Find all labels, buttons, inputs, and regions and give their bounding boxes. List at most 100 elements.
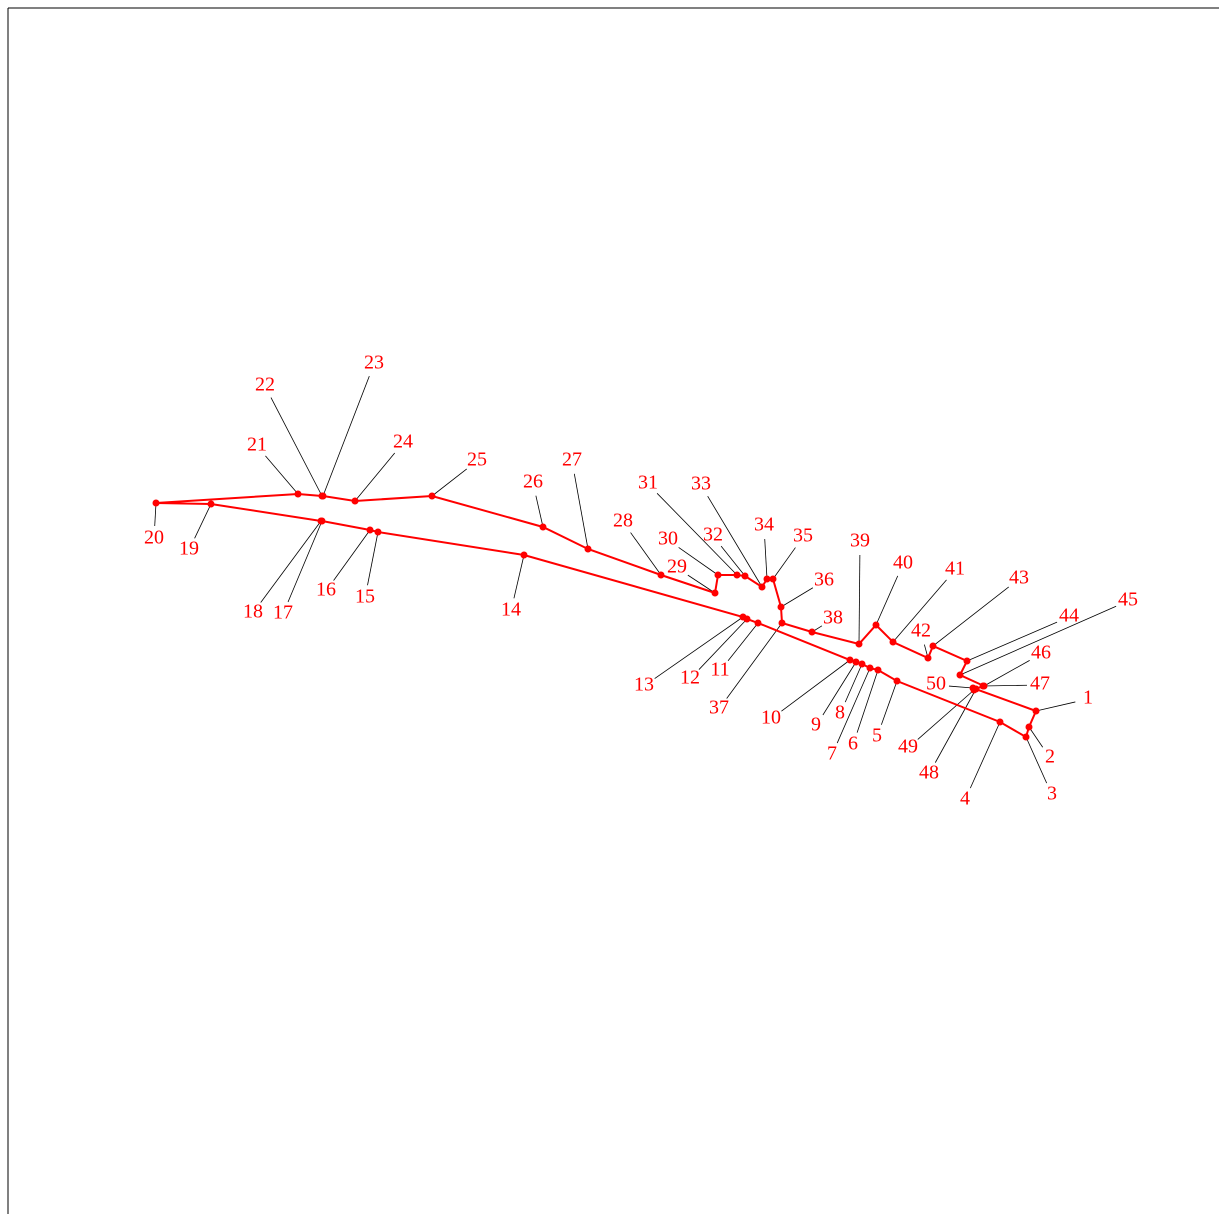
vertex-label-17: 17 <box>273 602 293 624</box>
leader-line-13 <box>654 616 744 679</box>
leader-line-26 <box>535 495 544 528</box>
vertex-point-39 <box>855 640 863 648</box>
vertex-point-14 <box>520 551 528 559</box>
leader-line-14 <box>513 554 525 599</box>
vertex-label-28: 28 <box>613 510 633 532</box>
leader-line-16 <box>333 529 371 581</box>
vertex-point-13 <box>739 613 747 621</box>
vertex-point-15 <box>374 528 382 536</box>
vertex-point-26 <box>539 523 547 531</box>
vertex-label-46: 46 <box>1031 642 1051 664</box>
vertex-point-8 <box>858 660 866 668</box>
leader-line-18 <box>260 520 322 603</box>
leader-line-48 <box>934 688 977 763</box>
vertex-point-18 <box>317 517 325 525</box>
vertex-label-21: 21 <box>247 434 267 456</box>
vertex-point-37 <box>778 619 786 627</box>
leader-line-5 <box>880 680 898 725</box>
leader-line-49 <box>917 689 975 740</box>
vertex-point-7 <box>866 664 874 672</box>
vertex-point-27 <box>584 545 592 553</box>
vertex-label-42: 42 <box>911 620 931 642</box>
leader-line-46 <box>983 660 1030 687</box>
leader-line-44 <box>966 621 1058 662</box>
vertex-point-2 <box>1025 723 1033 731</box>
vertex-point-24 <box>351 497 359 505</box>
leader-line-39 <box>858 554 861 645</box>
vertex-label-40: 40 <box>893 552 913 574</box>
leader-line-40 <box>875 575 899 626</box>
vertex-label-49: 49 <box>898 736 918 758</box>
leader-line-29 <box>687 574 716 594</box>
leader-line-33 <box>707 495 763 588</box>
vertex-point-6 <box>874 666 882 674</box>
leader-line-15 <box>367 531 379 586</box>
vertex-label-41: 41 <box>945 558 965 580</box>
vertex-label-45: 45 <box>1118 589 1138 611</box>
vertex-label-31: 31 <box>638 472 658 494</box>
vertex-label-2: 2 <box>1045 746 1055 768</box>
vertex-point-29 <box>711 589 719 597</box>
vertex-label-47: 47 <box>1030 673 1050 695</box>
vertex-point-30 <box>714 571 722 579</box>
vertex-label-6: 6 <box>848 733 858 755</box>
vertex-point-47 <box>979 682 987 690</box>
leader-line-3 <box>1025 736 1048 784</box>
leader-line-17 <box>287 520 323 603</box>
vertex-label-37: 37 <box>709 697 729 719</box>
leader-line-47 <box>982 684 1028 687</box>
leader-line-21 <box>265 455 299 495</box>
vertex-point-45 <box>956 671 964 679</box>
vertex-label-34: 34 <box>754 514 774 536</box>
vertex-label-20: 20 <box>144 527 164 549</box>
leader-line-25 <box>431 468 467 497</box>
vertex-point-21 <box>294 490 302 498</box>
leader-line-11 <box>727 622 759 662</box>
vertex-label-39: 39 <box>850 530 870 552</box>
vertex-point-43 <box>929 642 937 650</box>
leader-line-6 <box>856 669 879 733</box>
leader-line-23 <box>322 375 370 497</box>
leader-line-12 <box>698 618 748 670</box>
leader-line-20 <box>154 502 157 527</box>
vertex-label-33: 33 <box>691 473 711 495</box>
vertex-label-19: 19 <box>179 538 199 560</box>
vertex-label-23: 23 <box>364 352 384 374</box>
vertex-label-18: 18 <box>243 601 263 623</box>
vertex-point-9 <box>852 658 860 666</box>
leader-line-43 <box>932 586 1009 647</box>
vertex-label-13: 13 <box>634 674 654 696</box>
vertex-point-41 <box>889 638 897 646</box>
vertex-point-25 <box>428 492 436 500</box>
vertex-label-26: 26 <box>523 471 543 493</box>
leader-line-10 <box>781 659 851 712</box>
vertex-label-9: 9 <box>811 714 821 736</box>
vertex-point-1 <box>1032 707 1040 715</box>
vertex-label-12: 12 <box>680 667 700 689</box>
vertex-point-44 <box>963 657 971 665</box>
vertex-point-38 <box>808 628 816 636</box>
vertex-point-33 <box>758 583 766 591</box>
vertex-point-40 <box>872 621 880 629</box>
vertex-label-10: 10 <box>761 707 781 729</box>
vertex-point-31 <box>733 571 741 579</box>
vertex-point-5 <box>893 677 901 685</box>
leader-line-32 <box>720 545 746 577</box>
leader-line-31 <box>656 493 738 576</box>
leader-line-36 <box>780 587 814 608</box>
vertex-point-16 <box>366 526 374 534</box>
vertex-label-38: 38 <box>823 607 843 629</box>
leader-line-8 <box>844 663 863 703</box>
leader-line-30 <box>678 547 719 576</box>
vertex-point-10 <box>846 656 854 664</box>
leader-line-50 <box>948 685 974 689</box>
leader-line-34 <box>764 538 768 580</box>
vertex-label-29: 29 <box>667 556 687 578</box>
vertex-point-19 <box>207 500 215 508</box>
leader-line-9 <box>822 661 857 716</box>
vertex-point-42 <box>924 654 932 662</box>
vertex-point-28 <box>657 571 665 579</box>
vertex-label-35: 35 <box>793 525 813 547</box>
vertex-point-23 <box>319 492 327 500</box>
